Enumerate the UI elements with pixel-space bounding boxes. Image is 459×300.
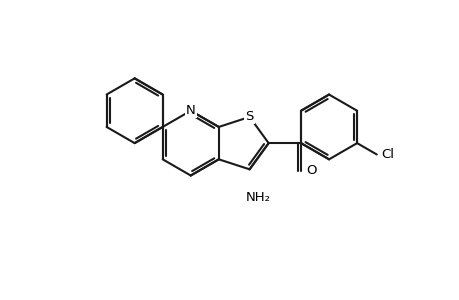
Text: NH₂: NH₂ bbox=[246, 190, 270, 204]
Text: S: S bbox=[245, 110, 253, 123]
Text: Cl: Cl bbox=[381, 148, 394, 161]
Text: O: O bbox=[305, 164, 316, 177]
Text: N: N bbox=[185, 104, 195, 117]
